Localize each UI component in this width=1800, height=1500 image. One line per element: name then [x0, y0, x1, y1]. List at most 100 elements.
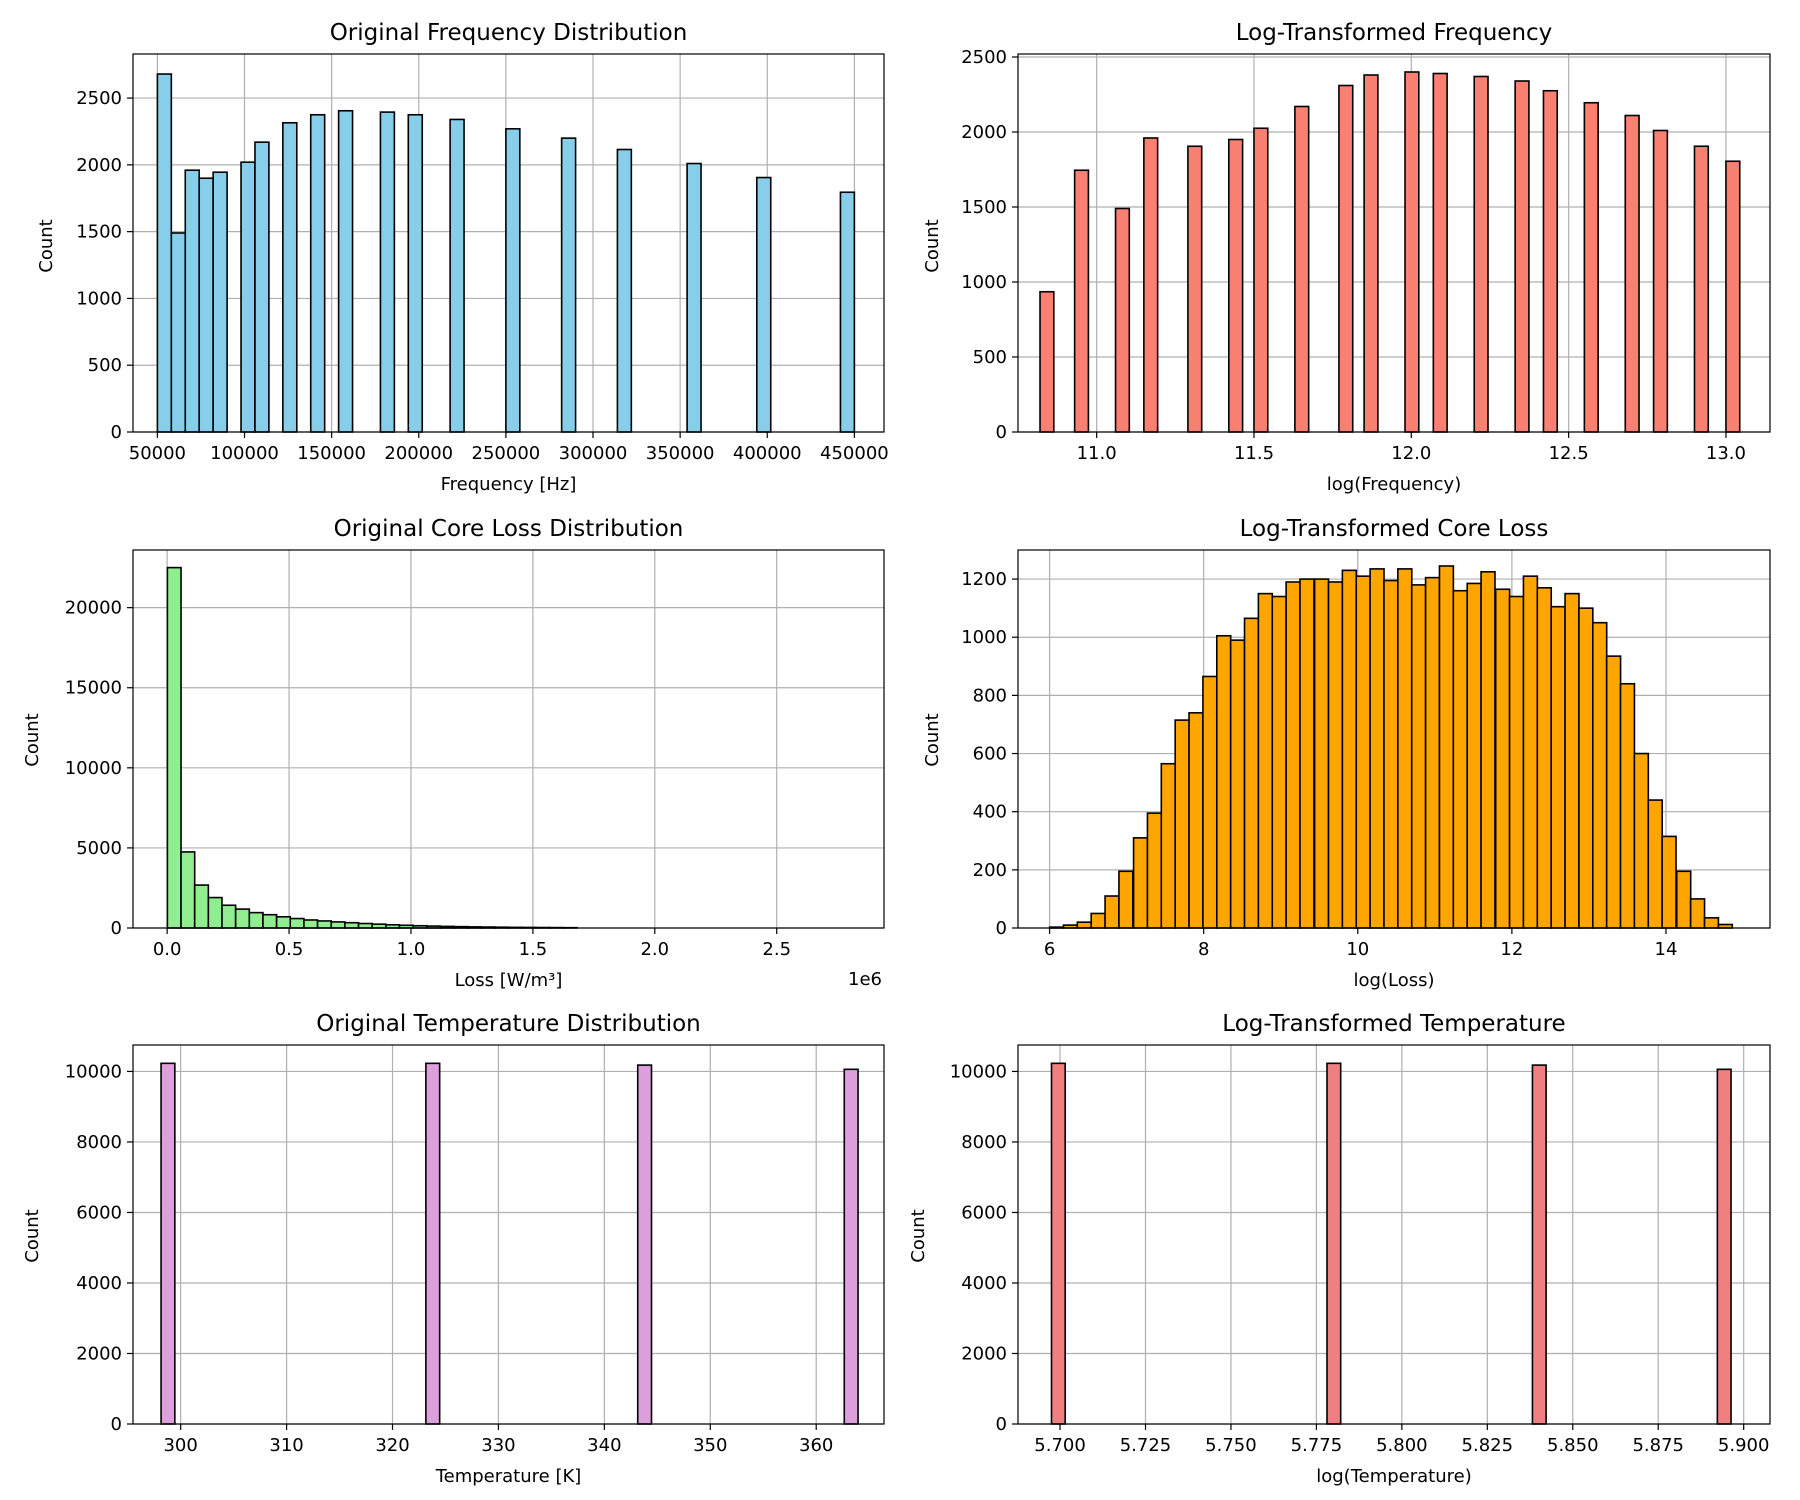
y-tick-label: 600	[973, 744, 1007, 765]
y-tick-label: 2000	[76, 1343, 122, 1364]
histogram-bar	[1542, 89, 1559, 433]
x-tick-label: 14	[1655, 939, 1678, 960]
histogram-bar	[1341, 569, 1358, 929]
axes-frame	[1017, 549, 1771, 929]
histogram-bar	[234, 908, 251, 929]
x-tick-label: 13.0	[1706, 443, 1746, 464]
histogram-bar	[686, 162, 702, 433]
x-tick-label: 1.0	[397, 939, 426, 960]
panel-log-core-loss: Log-Transformed Core Loss log(Loss) Coun…	[922, 516, 1771, 991]
y-tick-label: 0	[996, 422, 1007, 443]
histogram-bar	[207, 896, 223, 929]
y-tick-label: 10000	[65, 758, 122, 779]
axes-frame	[1017, 53, 1771, 433]
x-axis-label: Temperature [K]	[435, 1466, 582, 1487]
histogram-bar	[1652, 129, 1669, 433]
histogram-bar	[1404, 71, 1420, 433]
y-tick-label: 2500	[961, 47, 1007, 68]
x-tick-label: 12.0	[1391, 443, 1431, 464]
histogram-bar	[193, 884, 210, 929]
x-tick-label: 11.0	[1077, 443, 1117, 464]
panel-original-frequency: Original Frequency Distribution Frequenc…	[36, 20, 889, 495]
y-axis-label: Count	[36, 219, 57, 272]
histogram-bar	[1338, 84, 1354, 433]
x-tick-label: 8	[1198, 939, 1209, 960]
histogram-bar	[1285, 581, 1301, 929]
x-tick-label: 200000	[384, 443, 453, 464]
histogram-bar	[1432, 72, 1448, 433]
histogram-bar	[1397, 568, 1413, 929]
histogram-bar	[1605, 655, 1622, 929]
x-tick-label: 340	[587, 1435, 621, 1456]
x-tick-label: 400000	[733, 443, 802, 464]
x-tick-label: 12	[1500, 939, 1523, 960]
histogram-bar	[1050, 1062, 1066, 1425]
y-tick-label: 0	[996, 918, 1007, 939]
axes-frame	[1017, 1044, 1771, 1425]
bars	[1050, 1062, 1732, 1425]
bars	[156, 73, 856, 433]
histogram-bar	[198, 177, 214, 433]
histogram-bar	[254, 141, 270, 433]
bars	[160, 1062, 859, 1425]
x-tick-label: 5.725	[1120, 1435, 1172, 1456]
panel-log-temperature: Log-Transformed Temperature log(Temperat…	[908, 1011, 1771, 1487]
x-axis-ticks: 50000 100000 150000 200000 250000 300000 35000…	[129, 432, 889, 464]
histogram-bar	[1410, 584, 1427, 929]
x-tick-label: 5.900	[1718, 1435, 1770, 1456]
x-tick-label: 6	[1044, 939, 1055, 960]
y-tick-label: 1200	[961, 569, 1007, 590]
histogram-bar	[1480, 571, 1496, 929]
x-tick-label: 320	[375, 1435, 409, 1456]
y-axis-ticks: 0 200 400 600 800 1000 1200	[961, 569, 1018, 939]
x-tick-label: 5.875	[1632, 1435, 1684, 1456]
y-tick-label: 0	[111, 422, 122, 443]
histogram-bar	[560, 137, 577, 433]
y-tick-label: 1500	[76, 222, 122, 243]
histogram-bar	[1326, 1062, 1342, 1425]
y-axis-ticks: 0 500 1000 1500 2000 2500	[76, 88, 133, 443]
histogram-bar	[289, 917, 305, 929]
histogram-bar	[170, 232, 187, 433]
y-tick-label: 1500	[961, 197, 1007, 218]
histogram-bar	[1253, 127, 1269, 433]
y-tick-label: 8000	[961, 1132, 1007, 1153]
y-axis-label: Count	[922, 219, 943, 272]
y-tick-label: 5000	[76, 838, 122, 859]
y-tick-label: 2500	[76, 88, 122, 109]
y-axis-ticks: 0 500 1000 1500 2000 2500	[961, 47, 1018, 443]
histogram-bar	[156, 73, 173, 433]
panel-log-frequency: Log-Transformed Frequency log(Frequency)…	[922, 20, 1771, 495]
x-axis-label: log(Loss)	[1354, 970, 1435, 991]
chart-title: Original Temperature Distribution	[316, 1011, 701, 1037]
x-tick-label: 0.0	[153, 939, 182, 960]
histogram-bar	[1578, 607, 1594, 929]
grid	[133, 1045, 884, 1425]
x-tick-label: 5.750	[1205, 1435, 1257, 1456]
histogram-bar	[330, 921, 346, 929]
y-tick-label: 1000	[961, 272, 1007, 293]
y-tick-label: 500	[88, 355, 122, 376]
histogram-bar	[1132, 837, 1149, 929]
histogram-bar	[636, 1064, 653, 1425]
histogram-bar	[248, 911, 264, 929]
y-tick-label: 6000	[76, 1202, 122, 1223]
histogram-bar	[1090, 912, 1106, 929]
x-tick-label: 450000	[820, 443, 889, 464]
histogram-bar	[1114, 207, 1131, 433]
histogram-bar	[1174, 719, 1190, 929]
x-axis-label: Loss [W/m³]	[455, 970, 563, 991]
x-tick-label: 330	[481, 1435, 515, 1456]
x-tick-label: 250000	[472, 443, 541, 464]
histogram-bar	[1257, 592, 1274, 929]
histogram-bar	[1583, 101, 1599, 433]
histogram-bar	[1675, 870, 1692, 929]
y-tick-label: 0	[111, 1414, 122, 1435]
histogram-bar	[240, 161, 256, 433]
histogram-bar	[316, 920, 333, 929]
bars	[1039, 71, 1741, 433]
chart-title: Log-Transformed Frequency	[1236, 20, 1553, 46]
histogram-bar	[1202, 675, 1218, 929]
y-tick-label: 500	[973, 347, 1007, 368]
histogram-bar	[1693, 145, 1710, 433]
